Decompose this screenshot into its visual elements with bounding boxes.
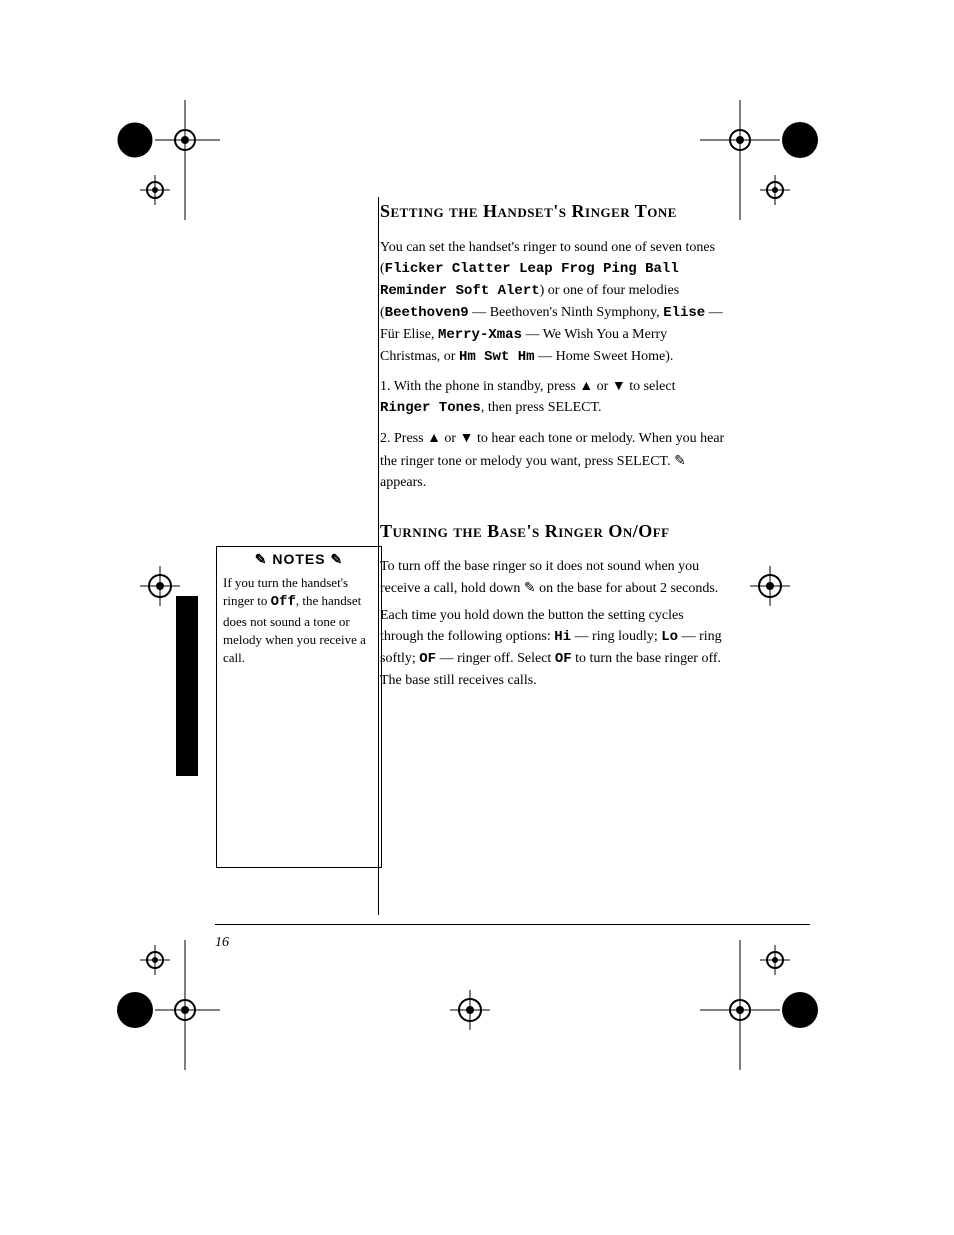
- text: appears.: [380, 475, 426, 490]
- reg-mark-icon: [130, 556, 190, 616]
- step-2: 2. Press ▲ or ▼ to hear each tone or mel…: [380, 428, 725, 494]
- section-tab: [176, 596, 198, 776]
- pencil-icon: ✎: [255, 551, 268, 567]
- section1-intro: You can set the handset's ringer to soun…: [380, 237, 725, 368]
- reg-mark-icon: [100, 940, 220, 1070]
- arrow-up-icon: ▲: [427, 431, 441, 446]
- manual-page: ✎ NOTES ✎ If you turn the handset's ring…: [0, 0, 954, 1235]
- text: , then press SELECT.: [481, 400, 602, 415]
- lo-literal: Lo: [661, 629, 678, 645]
- reg-mark-icon: [700, 940, 840, 1070]
- text: — Beethoven's Ninth Symphony,: [469, 305, 664, 320]
- text: on the base for about 2 seconds.: [536, 581, 719, 596]
- melody-literal: Beethoven9: [385, 305, 469, 321]
- reg-mark-icon: [440, 980, 500, 1040]
- bottom-rule: [215, 924, 810, 925]
- content-column: Setting the Handset's Ringer Tone You ca…: [380, 200, 725, 697]
- reg-mark-icon: [740, 556, 800, 616]
- text: — ring loudly;: [571, 629, 661, 644]
- of-literal: OF: [419, 651, 436, 667]
- section2-p2: Each time you hold down the button the s…: [380, 605, 725, 691]
- text: 1. With the phone in standby, press: [380, 379, 579, 394]
- of-literal: OF: [555, 651, 572, 667]
- section2-p1: To turn off the base ringer so it does n…: [380, 556, 725, 599]
- reg-mark-icon: [700, 100, 840, 220]
- button-icon: ✎: [524, 579, 536, 595]
- notes-body: If you turn the handset's ringer to Off,…: [223, 574, 375, 667]
- text: — ringer off. Select: [436, 651, 555, 666]
- melody-literal: Hm Swt Hm: [459, 349, 535, 365]
- text: to select: [626, 379, 676, 394]
- notes-box: ✎ NOTES ✎ If you turn the handset's ring…: [216, 546, 382, 868]
- melody-literal: Elise: [663, 305, 705, 321]
- arrow-down-icon: ▼: [460, 431, 474, 446]
- notes-title-text: NOTES: [272, 551, 325, 567]
- arrow-up-icon: ▲: [579, 379, 593, 394]
- melody-literal: Merry-Xmas: [438, 327, 522, 343]
- confirm-icon: ✎: [674, 452, 686, 468]
- notes-off-literal: Off: [271, 594, 296, 610]
- hi-literal: Hi: [554, 629, 571, 645]
- text: or: [441, 431, 460, 446]
- text: — Home Sweet Home).: [535, 349, 674, 364]
- section1-heading: Setting the Handset's Ringer Tone: [380, 200, 725, 223]
- notes-heading: ✎ NOTES ✎: [223, 551, 375, 568]
- section2-heading: Turning the Base's Ringer On/Off: [380, 520, 725, 543]
- arrow-down-icon: ▼: [612, 379, 626, 394]
- pencil-icon: ✎: [331, 551, 344, 567]
- reg-mark-icon: [100, 100, 220, 220]
- menu-literal: Ringer Tones: [380, 400, 481, 416]
- text: 2. Press: [380, 431, 427, 446]
- text: or: [593, 379, 612, 394]
- step-1: 1. With the phone in standby, press ▲ or…: [380, 376, 725, 420]
